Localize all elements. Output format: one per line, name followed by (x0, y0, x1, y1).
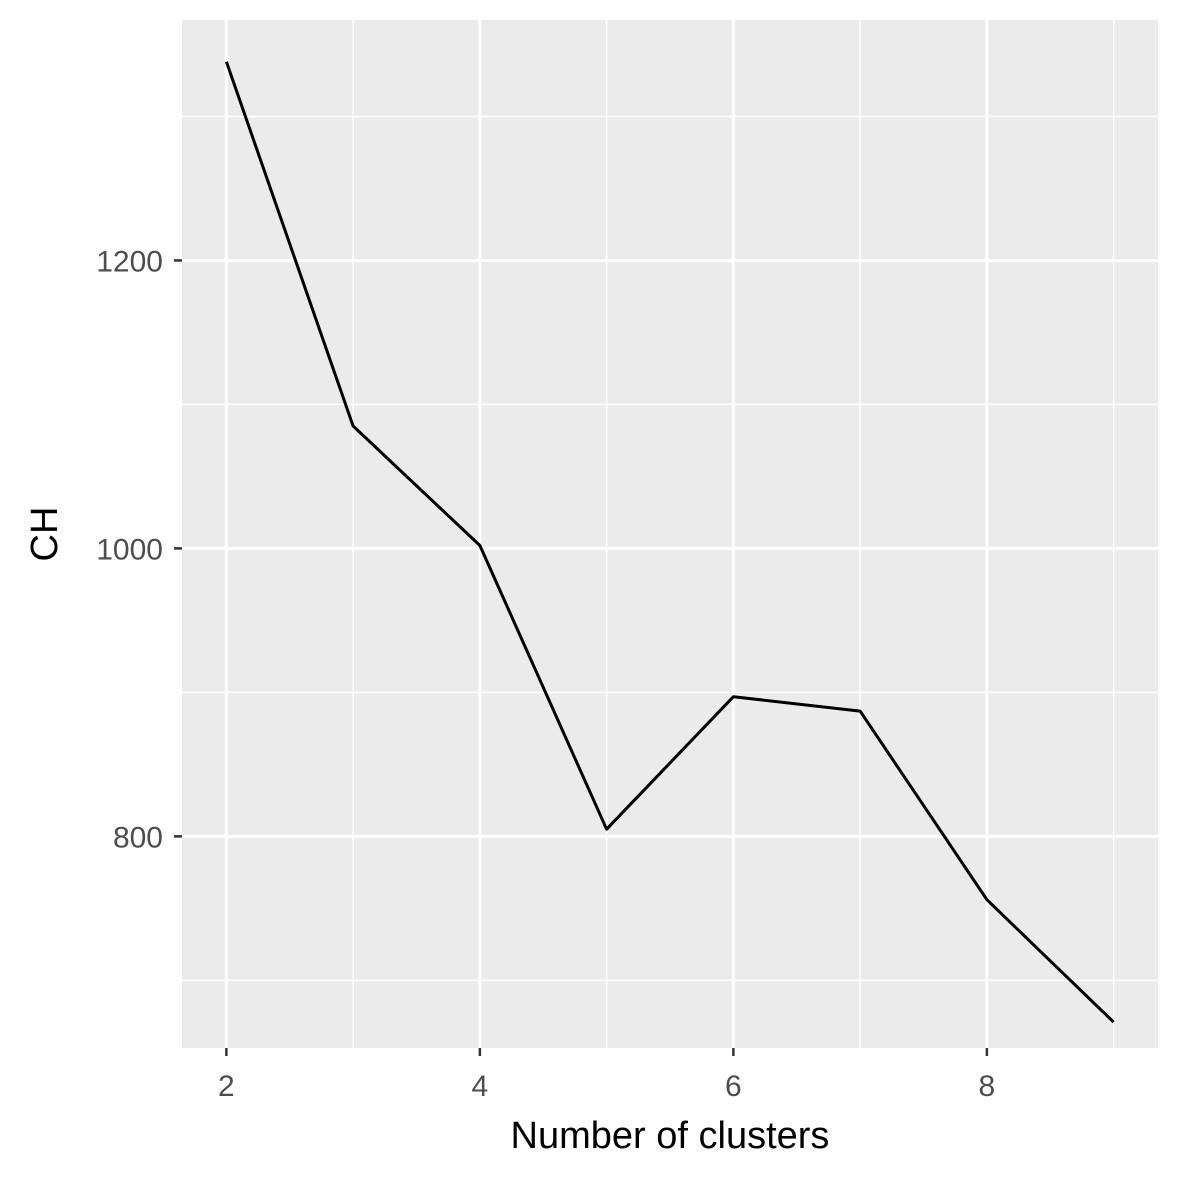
axis-ticks (174, 259, 989, 1056)
series-line-ch (224, 61, 1115, 1024)
grid-major (182, 20, 1158, 1048)
plot-panel (182, 20, 1158, 1048)
x-tick-label-2: 2 (218, 1070, 235, 1103)
x-tick-label-4: 4 (472, 1070, 489, 1103)
x-tick-label-6: 6 (725, 1070, 742, 1103)
x-tick-label-8: 8 (979, 1070, 996, 1103)
x-tick-labels: 2 4 6 8 (218, 1070, 995, 1103)
y-axis-title: CH (24, 507, 66, 562)
y-tick-label-1000: 1000 (96, 533, 163, 566)
y-tick-label-1200: 1200 (96, 245, 163, 278)
grid-minor (182, 20, 1158, 1048)
x-axis-title: Number of clusters (511, 1115, 830, 1157)
y-tick-label-800: 800 (113, 821, 163, 854)
y-tick-labels: 800 1000 1200 (96, 245, 163, 854)
